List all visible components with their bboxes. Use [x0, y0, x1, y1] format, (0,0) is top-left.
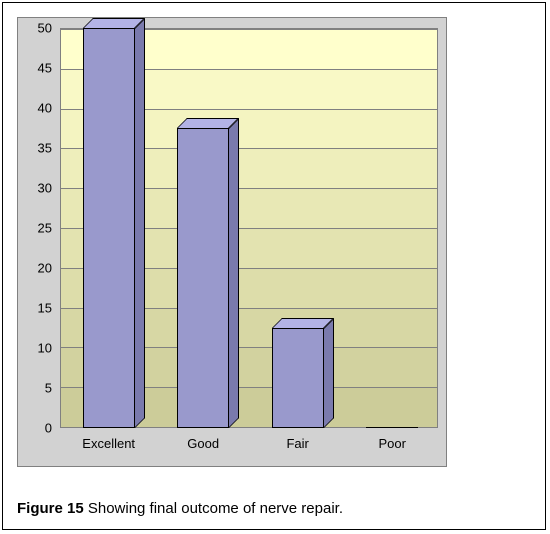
x-tick-label: Poor — [378, 436, 405, 451]
bars-layer — [60, 28, 438, 428]
caption-text: Showing final outcome of nerve repair. — [84, 500, 343, 517]
figure-caption: Figure 15 Showing final outcome of nerve… — [17, 500, 343, 517]
y-tick-label: 50 — [38, 21, 52, 36]
y-tick-label: 30 — [38, 181, 52, 196]
y-tick-label: 5 — [45, 381, 52, 396]
x-axis: Excellent Good Fair Poor — [60, 432, 438, 462]
plot-area — [60, 28, 438, 428]
x-tick-label: Good — [187, 436, 219, 451]
y-tick-label: 35 — [38, 141, 52, 156]
y-tick-label: 15 — [38, 301, 52, 316]
x-tick-label: Excellent — [82, 436, 135, 451]
y-tick-label: 25 — [38, 221, 52, 236]
y-tick-label: 20 — [38, 261, 52, 276]
bar — [83, 28, 135, 428]
y-axis: 50454035302520151050 — [18, 28, 56, 428]
y-tick-label: 40 — [38, 101, 52, 116]
bar — [177, 128, 229, 428]
y-tick-label: 10 — [38, 341, 52, 356]
x-tick-label: Fair — [286, 436, 308, 451]
y-tick-label: 45 — [38, 61, 52, 76]
figure-frame: 50454035302520151050 ExcellentGoodFairPo… — [2, 2, 546, 530]
y-tick-label: 0 — [45, 421, 52, 436]
chart-frame: 50454035302520151050 ExcellentGoodFairPo… — [17, 17, 447, 467]
chart-container: 50454035302520151050 ExcellentGoodFairPo… — [17, 17, 447, 467]
caption-bold: Figure 15 — [17, 500, 84, 517]
bar — [272, 328, 324, 428]
